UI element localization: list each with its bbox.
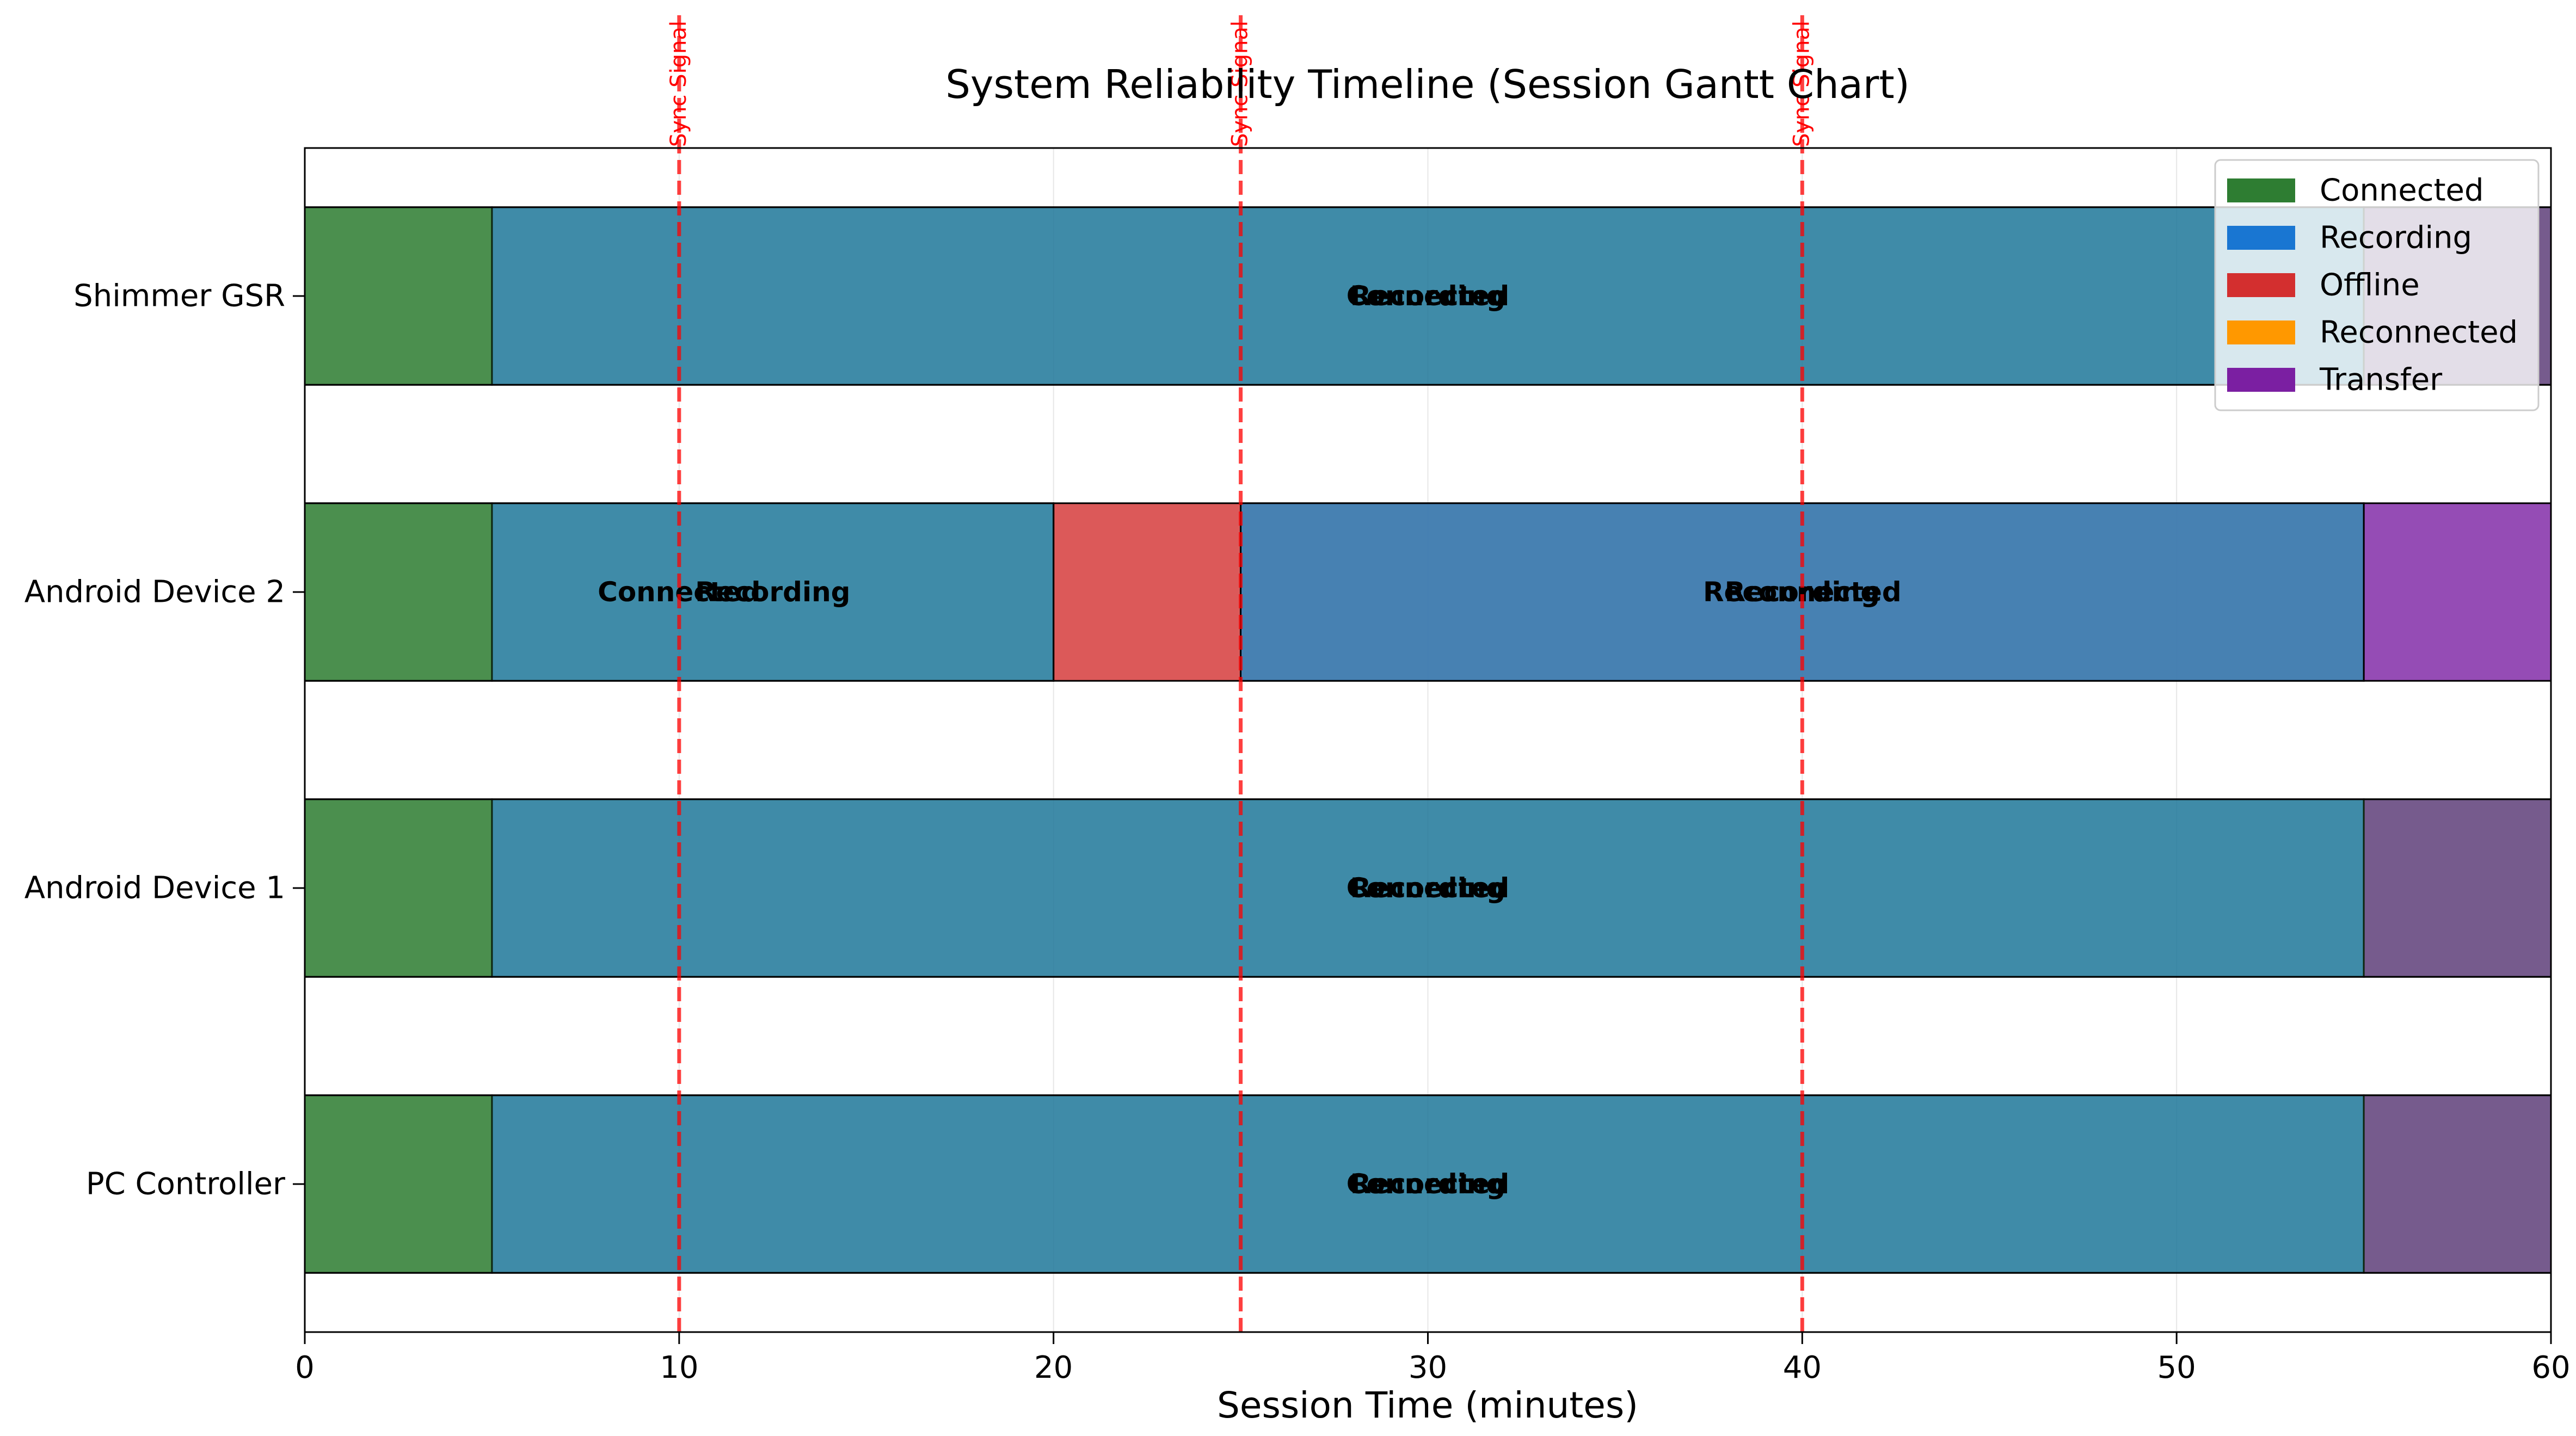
bar-label-android-device-1-recording-3: Recording [1350,872,1505,904]
sync-signal-label-2: Sync Signal [1789,21,1814,147]
bar-segment-android-device-2-transfer-12 [2363,502,2552,682]
x-tick-label-50: 50 [2157,1350,2196,1385]
legend-box [2214,159,2540,411]
y-tick-label-android-device-2: Android Device 2 [24,575,285,610]
legend-label-reconnected: Reconnected [2320,315,2518,350]
x-axis-label: Session Time (minutes) [1217,1384,1638,1426]
bar-label-shimmer-gsr-connected-8: Connected [1347,280,1509,312]
bar-label-pc-controller-recording-1: Recording [1350,1168,1505,1200]
legend-label-transfer: Transfer [2319,362,2443,398]
x-tick-label-0: 0 [295,1350,315,1385]
bar-segment-shimmer-gsr-connected-15 [304,206,493,386]
legend-swatch-recording [2227,226,2295,250]
sync-signal-layer: Sync Signal Sync Signal Sync Signal [666,15,1814,1332]
legend: Connected Recording Offline Reconnected Tran… [2214,159,2540,411]
sync-signal-label-0: Sync Signal [666,21,691,147]
bar-segment-android-device-1-recording-5 [491,798,2365,978]
bar-label-android-device-2-recording-5: Recording [695,576,850,608]
bar-segment-android-device-1-transfer-6 [2363,798,2552,978]
x-tick-label-20: 20 [1034,1350,1073,1385]
bar-label-shimmer-gsr-recording-9: Recording [1350,280,1505,312]
bar-segment-android-device-2-recording-9 [491,502,1055,682]
x-tick-label-40: 40 [1783,1350,1822,1385]
bar-segment-pc-controller-recording-1 [491,1094,2365,1274]
chart-title: System Reliability Timeline (Session Gan… [945,61,1910,107]
sync-signal-label-1: Sync Signal [1228,21,1253,147]
y-tick-label-pc-controller: PC Controller [86,1167,286,1202]
y-tick-label-android-device-1: Android Device 1 [24,871,285,906]
x-tick-label-10: 10 [660,1350,698,1385]
legend-swatch-reconnected [2227,321,2295,344]
legend-swatch-transfer [2227,368,2295,392]
axis-layer: 0 10 20 30 40 50 60 PC Controller Android Device… [24,279,2571,1386]
bar-label-pc-controller-connected-0: Connected [1347,1168,1509,1200]
legend-label-recording: Recording [2320,220,2472,256]
bar-label-android-device-1-connected-2: Connected [1347,872,1509,904]
bar-segment-android-device-2-connected-8 [304,502,493,682]
bar-segment-android-device-2-offline-10 [1053,502,1242,682]
y-tick-label-shimmer-gsr: Shimmer GSR [73,279,285,314]
legend-swatch-offline [2227,273,2295,297]
bar-label-layer: ConnectedRecordingConnectedRecordingConn… [598,280,1902,1200]
legend-swatch-connected [2227,178,2295,202]
legend-label-connected: Connected [2320,173,2484,208]
x-tick-label-30: 30 [1409,1350,1447,1385]
legend-label-offline: Offline [2320,268,2420,303]
x-tick-label-60: 60 [2531,1350,2570,1385]
